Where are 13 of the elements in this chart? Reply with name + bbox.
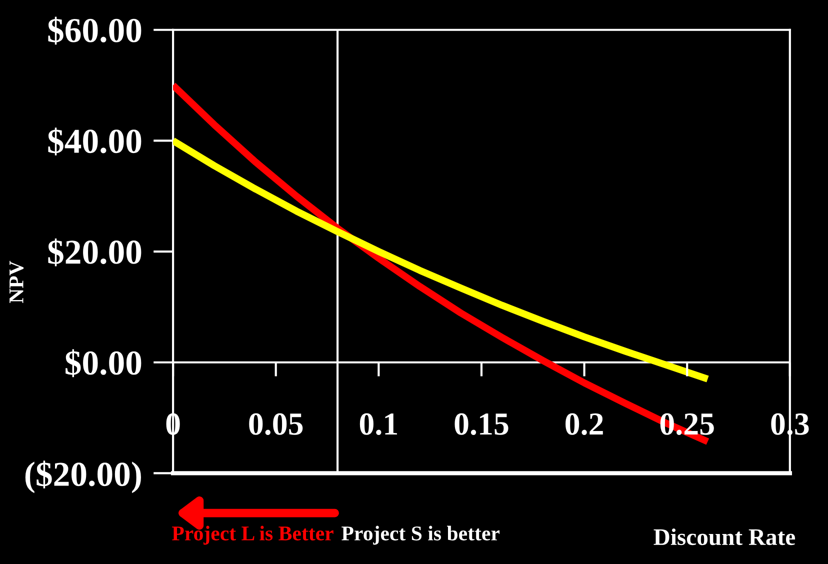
y-tick-label: $20.00 bbox=[48, 238, 142, 266]
y-tick-label: ($20.00) bbox=[25, 460, 141, 494]
y-tick-label: $40.00 bbox=[48, 128, 142, 156]
x-axis-title: Discount Rate bbox=[654, 528, 796, 546]
y-tick-label: $60.00 bbox=[48, 16, 142, 45]
y-tick-label: $0.00 bbox=[66, 349, 142, 378]
x-tick-label: 0.1 bbox=[360, 413, 397, 435]
x-tick-label: 0.05 bbox=[249, 413, 303, 435]
y-axis-title: NPV bbox=[10, 260, 24, 304]
text: Project L is Better bbox=[172, 526, 334, 545]
x-tick-label: 0.2 bbox=[566, 413, 603, 435]
x-tick-label: 0.15 bbox=[454, 413, 508, 435]
text: Project S is better bbox=[342, 526, 500, 545]
